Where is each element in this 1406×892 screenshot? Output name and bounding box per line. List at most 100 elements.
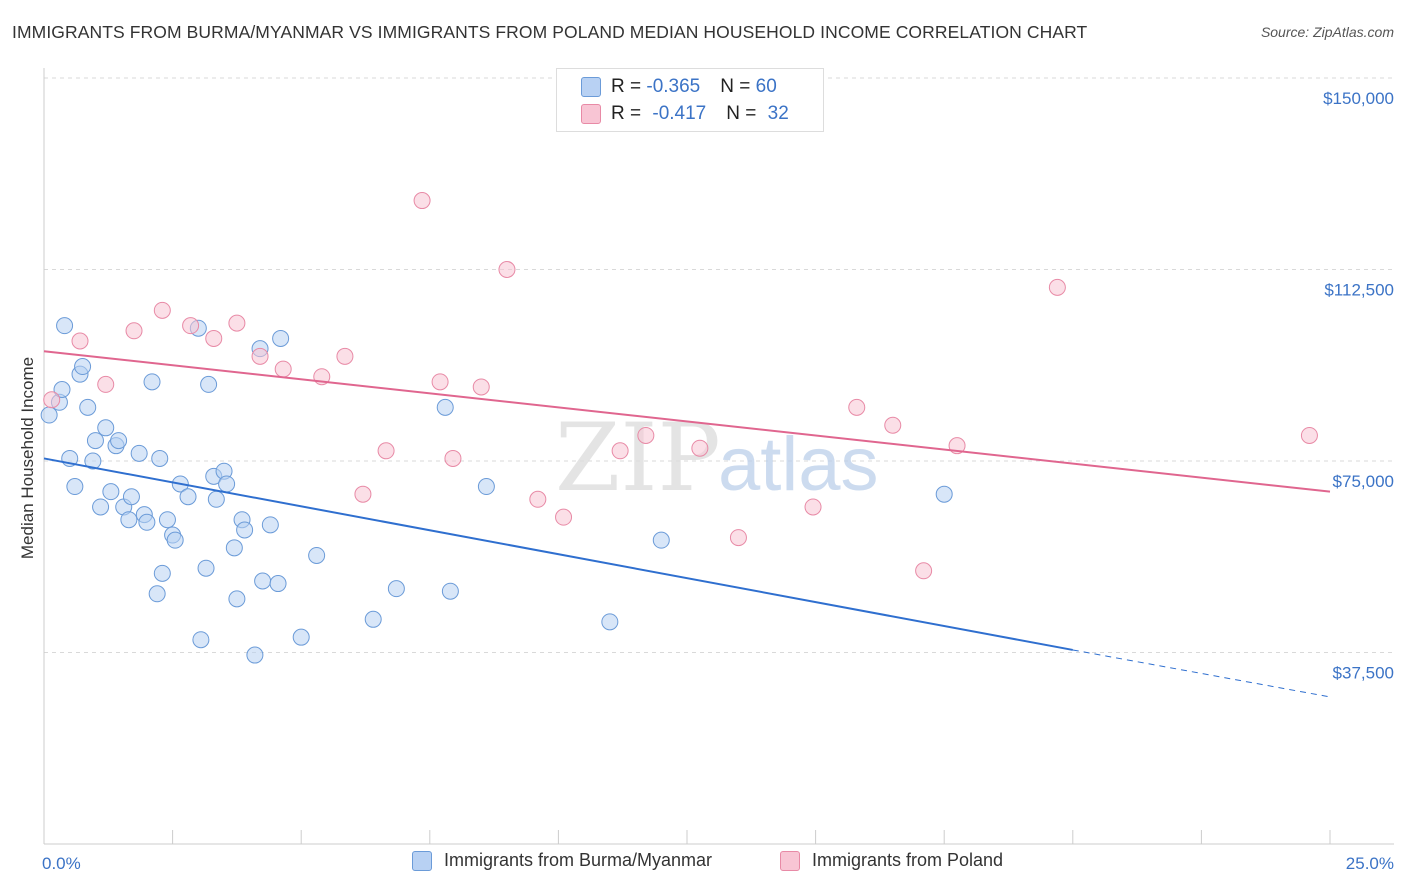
data-point-poland xyxy=(97,375,115,393)
data-point-poland xyxy=(729,529,747,547)
data-point-poland xyxy=(1300,426,1318,444)
data-point-burma xyxy=(151,449,169,467)
data-point-burma xyxy=(236,521,254,539)
data-point-burma xyxy=(441,582,459,600)
data-point-burma xyxy=(228,590,246,608)
data-point-poland xyxy=(274,360,292,378)
data-point-burma xyxy=(387,580,405,598)
y-tick-label: $150,000 xyxy=(1323,89,1394,108)
data-point-burma xyxy=(79,398,97,416)
data-point-poland xyxy=(884,416,902,434)
data-point-poland xyxy=(205,329,223,347)
trend-line-poland xyxy=(43,350,1331,493)
legend-swatch-burma xyxy=(412,850,432,871)
data-point-burma xyxy=(652,531,670,549)
data-point-burma xyxy=(200,375,218,393)
data-point-poland xyxy=(71,332,89,350)
legend-row-burma: R = -0.365 N = 60 xyxy=(557,72,777,102)
axes xyxy=(43,68,1394,845)
legend-label-poland: Immigrants from Poland xyxy=(812,850,1004,870)
data-point-poland xyxy=(153,301,171,319)
data-point-burma xyxy=(66,478,84,496)
data-point-burma xyxy=(308,546,326,564)
data-point-poland xyxy=(848,398,866,416)
data-point-burma xyxy=(92,498,110,516)
stats-legend: R = -0.365 N = 60 R = -0.417 N = 32 xyxy=(556,68,824,132)
data-point-poland xyxy=(444,449,462,467)
data-point-burma xyxy=(138,513,156,531)
data-point-burma xyxy=(261,516,279,534)
legend-item-burma[interactable]: Immigrants from Burma/Myanmar xyxy=(412,850,712,871)
data-point-poland xyxy=(915,562,933,580)
chart-title: IMMIGRANTS FROM BURMA/MYANMAR VS IMMIGRA… xyxy=(12,22,1088,42)
data-point-burma xyxy=(40,406,58,424)
watermark: ZIP atlas xyxy=(555,404,879,513)
data-point-burma xyxy=(97,419,115,437)
data-point-burma xyxy=(158,511,176,529)
data-point-poland xyxy=(125,322,143,340)
data-point-burma xyxy=(207,490,225,508)
data-point-poland xyxy=(377,442,395,460)
legend-label-burma: Immigrants from Burma/Myanmar xyxy=(444,850,713,870)
data-point-burma xyxy=(110,432,128,450)
x-tick-label-min: 0.0% xyxy=(42,854,81,873)
y-tick-label: $112,500 xyxy=(1324,281,1394,300)
data-point-burma xyxy=(179,488,197,506)
data-point-poland xyxy=(43,391,61,409)
trend-lines xyxy=(43,350,1331,698)
watermark-atlas: atlas xyxy=(718,422,879,507)
data-point-burma xyxy=(74,358,92,376)
data-point-burma xyxy=(122,488,140,506)
series-poland xyxy=(43,192,1318,580)
legend-n-label: N = xyxy=(726,103,762,124)
data-point-burma xyxy=(218,475,236,493)
data-point-poland xyxy=(1048,278,1066,296)
y-tick-label: $75,000 xyxy=(1333,472,1394,491)
legend-swatch-poland xyxy=(581,104,601,124)
legend-r-value: -0.365 xyxy=(646,76,701,97)
data-point-burma xyxy=(197,559,215,577)
watermark-zip: ZIP xyxy=(555,404,721,513)
y-axis-label: Median Household Income xyxy=(18,357,37,559)
data-point-poland xyxy=(431,373,449,391)
source-label: Source: ZipAtlas.com xyxy=(1260,24,1394,40)
data-point-burma xyxy=(153,564,171,582)
trend-line-burma xyxy=(43,457,1073,651)
data-point-burma xyxy=(269,575,287,593)
data-point-burma xyxy=(56,317,74,335)
x-ticks xyxy=(43,830,1331,844)
data-point-burma xyxy=(53,381,71,399)
data-point-poland xyxy=(637,426,655,444)
gridlines xyxy=(44,77,1394,653)
data-point-poland xyxy=(498,261,516,278)
data-point-poland xyxy=(611,442,629,460)
trend-line-burma-extension xyxy=(1072,649,1331,698)
data-point-burma xyxy=(143,373,161,391)
data-point-poland xyxy=(555,508,573,526)
data-point-poland xyxy=(472,378,490,396)
data-point-burma xyxy=(246,646,264,664)
legend-item-poland[interactable]: Immigrants from Poland xyxy=(780,850,1003,871)
series-legend: Immigrants from Burma/Myanmar Immigrants… xyxy=(0,850,1406,878)
data-point-burma xyxy=(254,572,272,590)
legend-n-value: 60 xyxy=(755,76,777,97)
legend-n-label: N = xyxy=(720,76,756,97)
legend-r-label: R = xyxy=(611,103,647,124)
data-point-burma xyxy=(292,628,310,646)
data-point-poland xyxy=(691,439,709,457)
series-burma xyxy=(40,317,953,664)
data-point-burma xyxy=(166,531,184,549)
data-point-poland xyxy=(336,347,354,365)
data-point-poland xyxy=(804,498,822,516)
data-point-burma xyxy=(148,585,166,603)
y-tick-label: $37,500 xyxy=(1333,664,1394,683)
data-point-burma xyxy=(86,432,104,450)
legend-r-value: -0.417 xyxy=(652,103,707,124)
data-point-burma xyxy=(130,444,148,462)
data-point-burma xyxy=(272,329,290,347)
y-tick-labels: $37,500 $75,000 $112,500 $150,000 xyxy=(1323,89,1394,683)
data-point-poland xyxy=(182,317,200,335)
data-point-burma xyxy=(225,539,243,557)
data-point-burma xyxy=(102,483,120,501)
